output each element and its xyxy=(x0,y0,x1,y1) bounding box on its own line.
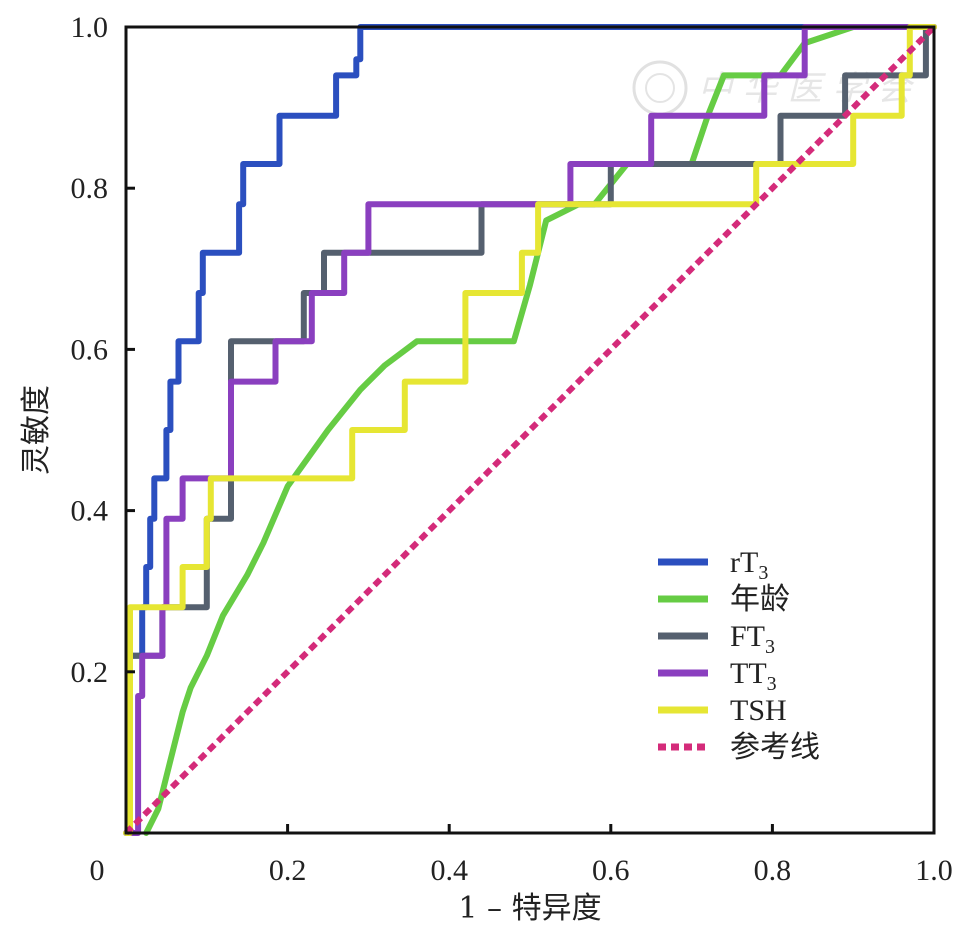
y-tick-label: 0.6 xyxy=(71,333,109,366)
x-tick-label: 0.6 xyxy=(592,854,630,887)
y-tick-label: 0.4 xyxy=(71,495,109,528)
series-line-4 xyxy=(123,24,937,836)
watermark-seal-inner xyxy=(645,73,675,103)
legend-label-5: 参考线 xyxy=(730,731,820,764)
legend-label-0: rT3 xyxy=(730,546,768,584)
y-tick-label: 1.0 xyxy=(71,11,109,44)
series-line-1 xyxy=(143,24,937,836)
y-axis-label: 灵敏度 xyxy=(19,385,54,475)
y-axis: 0.2 0.4 0.6 0.8 1.0 xyxy=(71,11,135,689)
x-tick-label: 0 xyxy=(90,854,105,887)
legend-label-4: TSH xyxy=(730,694,787,727)
watermark-seal-icon xyxy=(632,60,688,116)
x-axis: 0 0.2 0.4 0.6 0.8 1.0 xyxy=(90,824,953,887)
x-axis-label: 1 – 特异度 xyxy=(458,891,601,926)
y-tick-label: 0.8 xyxy=(71,172,109,205)
y-tick-label: 0.2 xyxy=(71,656,109,689)
series-line-3 xyxy=(123,24,937,836)
x-tick-label: 0.4 xyxy=(430,854,468,887)
x-tick-label: 0.8 xyxy=(754,854,792,887)
series-line-0 xyxy=(123,24,937,836)
x-tick-label: 0.2 xyxy=(269,854,307,887)
plot-area xyxy=(123,24,937,836)
legend-label-3: TT3 xyxy=(730,657,777,695)
legend-label-1: 年龄 xyxy=(730,583,790,616)
series-line-2 xyxy=(127,24,937,836)
legend-label-2: FT3 xyxy=(730,620,775,658)
series-line-5 xyxy=(123,24,937,836)
x-tick-label: 1.0 xyxy=(915,854,953,887)
plot-frame xyxy=(124,25,936,835)
